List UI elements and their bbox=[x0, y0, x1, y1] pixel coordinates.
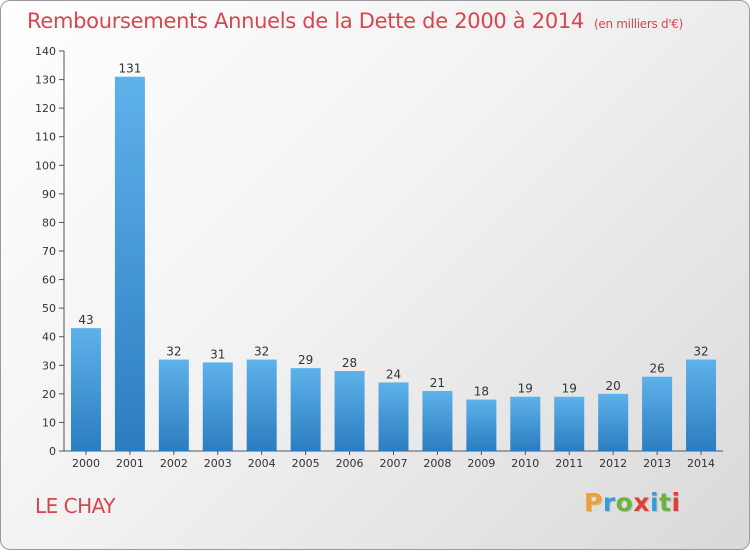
y-tick-label: 110 bbox=[35, 131, 56, 144]
y-tick-label: 140 bbox=[35, 45, 56, 58]
data-label: 18 bbox=[474, 385, 489, 399]
x-tick-label: 2002 bbox=[160, 457, 188, 470]
data-label: 29 bbox=[298, 353, 313, 367]
logo-letter: P bbox=[584, 488, 603, 517]
bar bbox=[158, 359, 189, 451]
proxiti-logo[interactable]: Proxiti bbox=[584, 488, 681, 517]
y-tick-label: 0 bbox=[49, 445, 56, 458]
logo-letter: i bbox=[671, 488, 681, 517]
y-tick-label: 100 bbox=[35, 159, 56, 172]
x-tick-label: 2007 bbox=[380, 457, 408, 470]
x-tick-label: 2009 bbox=[467, 457, 495, 470]
chart-title: Remboursements Annuels de la Dette de 20… bbox=[27, 9, 683, 33]
bar bbox=[554, 396, 585, 451]
data-label: 24 bbox=[386, 367, 401, 381]
x-tick-label: 2013 bbox=[643, 457, 671, 470]
data-label: 28 bbox=[342, 356, 357, 370]
x-tick-label: 2012 bbox=[599, 457, 627, 470]
data-label: 19 bbox=[518, 382, 533, 396]
bar bbox=[642, 376, 673, 451]
bar bbox=[466, 399, 497, 451]
chart-bars bbox=[70, 76, 717, 451]
x-tick-label: 2008 bbox=[423, 457, 451, 470]
x-tick-label: 2004 bbox=[248, 457, 276, 470]
bar bbox=[598, 393, 629, 451]
chart-labels: 0 10 20 30 40 50 60 70 80 90 100 110 120 130 140 2000 43… bbox=[35, 45, 715, 470]
y-tick-label: 80 bbox=[42, 216, 56, 229]
y-tick-label: 120 bbox=[35, 102, 56, 115]
x-tick-label: 2005 bbox=[292, 457, 320, 470]
bar bbox=[70, 328, 101, 451]
title-text: Remboursements Annuels de la Dette de 20… bbox=[27, 9, 584, 33]
data-label: 32 bbox=[254, 345, 269, 359]
logo-letter: o bbox=[615, 488, 634, 517]
data-label: 43 bbox=[78, 313, 93, 327]
x-tick-label: 2003 bbox=[204, 457, 232, 470]
bar bbox=[246, 359, 277, 451]
logo-letter: i bbox=[650, 488, 660, 517]
x-tick-label: 2014 bbox=[687, 457, 715, 470]
x-tick-label: 2001 bbox=[116, 457, 144, 470]
data-label: 131 bbox=[118, 62, 141, 76]
y-tick-label: 60 bbox=[42, 274, 56, 287]
data-label: 20 bbox=[606, 379, 621, 393]
logo-letter: t bbox=[659, 488, 672, 517]
bar bbox=[114, 76, 145, 451]
y-tick-label: 20 bbox=[42, 388, 56, 401]
data-label: 21 bbox=[430, 376, 445, 390]
x-tick-label: 2006 bbox=[336, 457, 364, 470]
bar bbox=[290, 368, 321, 451]
y-tick-label: 40 bbox=[42, 331, 56, 344]
bar bbox=[334, 371, 365, 451]
x-tick-label: 2010 bbox=[511, 457, 539, 470]
bar bbox=[510, 396, 541, 451]
y-tick-label: 70 bbox=[42, 245, 56, 258]
place-name: LE CHAY bbox=[35, 494, 116, 518]
logo-letter: x bbox=[633, 488, 650, 517]
logo-letter: r bbox=[602, 488, 616, 517]
data-label: 26 bbox=[649, 362, 664, 376]
bar bbox=[686, 359, 717, 451]
data-label: 31 bbox=[210, 347, 225, 361]
y-tick-label: 10 bbox=[42, 416, 56, 429]
y-tick-label: 130 bbox=[35, 74, 56, 87]
bar bbox=[378, 382, 409, 451]
data-label: 32 bbox=[166, 345, 181, 359]
x-tick-label: 2011 bbox=[555, 457, 583, 470]
data-label: 19 bbox=[562, 382, 577, 396]
y-tick-label: 30 bbox=[42, 359, 56, 372]
data-label: 32 bbox=[693, 345, 708, 359]
x-tick-label: 2000 bbox=[72, 457, 100, 470]
y-tick-label: 90 bbox=[42, 188, 56, 201]
bar bbox=[422, 391, 453, 451]
title-unit: (en milliers d'€) bbox=[594, 17, 684, 31]
y-tick-label: 50 bbox=[42, 302, 56, 315]
bar bbox=[202, 362, 233, 451]
